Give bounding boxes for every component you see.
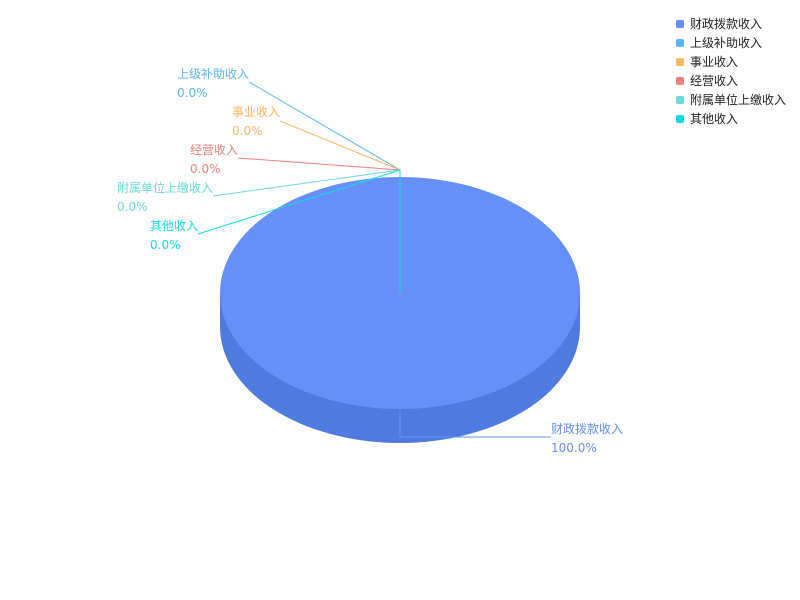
- label-percent-1: 0.0%: [177, 86, 208, 100]
- label-line-3: [237, 157, 401, 171]
- label-percent-2: 0.0%: [232, 124, 263, 138]
- label-name-2: 事业收入: [232, 105, 280, 119]
- legend-item[interactable]: 其他收入: [676, 109, 786, 128]
- label-name-4: 附属单位上缴收入: [117, 180, 213, 195]
- legend-label: 其他收入: [690, 112, 739, 126]
- legend-item[interactable]: 事业收入: [676, 52, 786, 71]
- label-percent-3: 0.0%: [190, 162, 221, 176]
- legend-swatch: [676, 57, 684, 66]
- label-percent-4: 0.0%: [117, 200, 148, 214]
- label-name-0: 财政拨款收入: [551, 422, 623, 436]
- legend-label: 事业收入: [690, 55, 739, 69]
- legend-label: 经营收入: [690, 74, 739, 88]
- legend-label: 上级补助收入: [690, 36, 763, 50]
- label-percent-0: 100.0%: [551, 441, 597, 455]
- label-line-5: [197, 169, 401, 293]
- legend-item[interactable]: 财政拨款收入: [676, 14, 786, 33]
- legend: 财政拨款收入 上级补助收入 事业收入经营收入附属单位上缴收入 其他收入: [676, 14, 786, 128]
- legend-label: 附属单位上缴收入: [690, 93, 787, 107]
- label-line-1: [248, 81, 401, 171]
- legend-swatch: [676, 76, 684, 85]
- label-percent-5: 0.0%: [150, 238, 181, 252]
- label-name-5: 其他收入: [150, 219, 198, 233]
- label-line-0: [399, 293, 551, 438]
- legend-item[interactable]: 附属单位上缴收入: [676, 90, 786, 109]
- legend-item[interactable]: 经营收入: [676, 71, 786, 90]
- legend-swatch: [676, 95, 684, 104]
- legend-item[interactable]: 上级补助收入: [676, 33, 786, 52]
- legend-swatch: [676, 38, 684, 47]
- legend-swatch: [676, 19, 684, 28]
- label-line-4: [212, 169, 401, 197]
- label-name-1: 上级补助收入: [177, 67, 249, 81]
- legend-swatch: [676, 114, 684, 123]
- label-name-3: 经营收入: [190, 143, 238, 157]
- legend-label: 财政拨款收入: [690, 17, 763, 31]
- label-line-2: [279, 120, 401, 171]
